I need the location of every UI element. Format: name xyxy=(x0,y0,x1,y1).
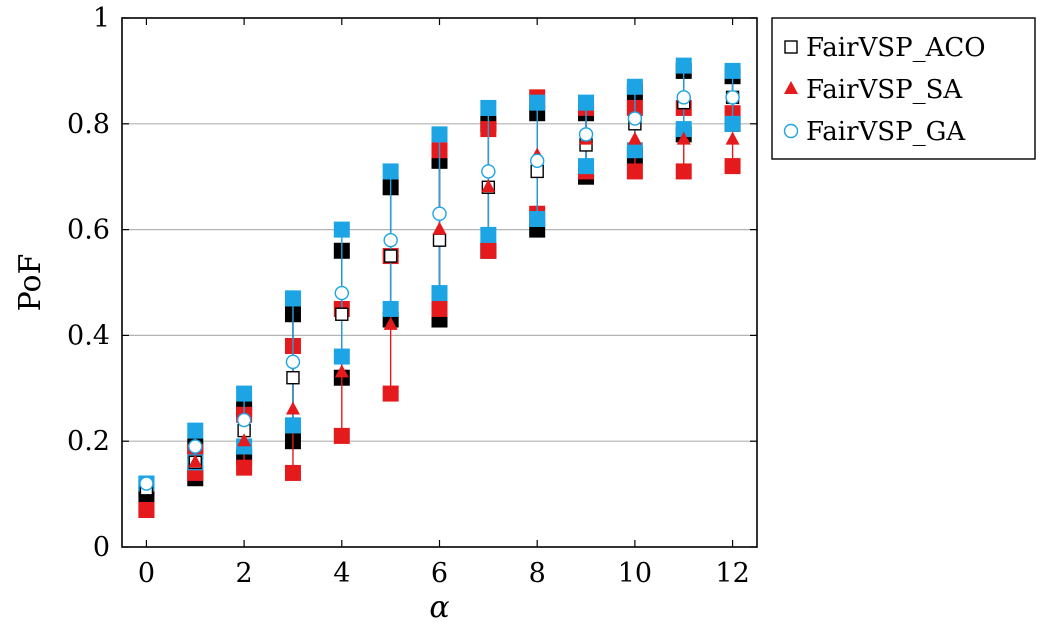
error-cap xyxy=(333,221,350,238)
x-tick-label: 12 xyxy=(715,558,749,589)
point-marker xyxy=(578,127,594,142)
point-marker xyxy=(285,401,300,415)
x-tick-label: 4 xyxy=(333,558,350,589)
error-cap xyxy=(626,163,643,180)
point-marker xyxy=(139,501,154,515)
error-cap xyxy=(675,121,692,138)
error-cap xyxy=(431,300,448,317)
error-cap xyxy=(431,126,448,143)
point-marker xyxy=(237,433,252,447)
point-marker xyxy=(188,439,203,454)
legend-box xyxy=(771,17,1036,160)
point-marker xyxy=(627,131,642,145)
error-cap xyxy=(382,163,399,180)
point-marker xyxy=(432,206,447,221)
point-marker xyxy=(725,131,740,145)
legend-label: FairVSP_GA xyxy=(806,117,966,147)
point-marker xyxy=(188,454,203,468)
point-marker xyxy=(481,179,496,193)
point-marker xyxy=(334,285,350,301)
point-marker xyxy=(481,164,496,179)
error-cap xyxy=(626,142,643,159)
legend: FairVSP_ACO FairVSP_SA FairVSP_GA xyxy=(771,17,1036,160)
x-tick-label: 2 xyxy=(236,558,253,589)
error-cap xyxy=(724,62,741,79)
point-marker xyxy=(432,221,447,235)
y-tick-label: 0.6 xyxy=(67,215,110,246)
error-cap xyxy=(284,290,301,307)
point-marker xyxy=(676,90,691,105)
point-marker xyxy=(139,476,154,491)
legend-label: FairVSP_ACO xyxy=(806,33,986,63)
x-axis-label: α xyxy=(429,590,449,625)
error-cap xyxy=(284,417,301,434)
error-cap xyxy=(529,211,546,228)
point-marker xyxy=(627,111,643,126)
x-tick-label: 8 xyxy=(529,558,546,589)
point-marker xyxy=(335,307,349,321)
legend-marker xyxy=(784,81,798,94)
error-cap xyxy=(724,115,741,132)
error-cap xyxy=(626,78,643,95)
point-marker xyxy=(383,232,398,248)
error-cap xyxy=(187,422,204,439)
point-marker xyxy=(236,412,252,428)
point-marker xyxy=(676,131,691,145)
error-cap xyxy=(578,158,595,175)
error-cap xyxy=(480,242,497,259)
point-marker xyxy=(285,354,301,370)
point-marker xyxy=(383,249,398,263)
point-marker xyxy=(529,153,545,169)
error-cap xyxy=(382,300,399,317)
error-cap xyxy=(333,348,350,365)
legend-label: FairVSP_SA xyxy=(806,75,963,105)
error-cap xyxy=(675,57,692,74)
error-cap xyxy=(675,163,692,180)
axis-ticks: 00.20.40.60.810 2 4 6 8 10 12 xyxy=(67,3,757,589)
y-tick-label: 0.2 xyxy=(67,426,110,457)
point-marker xyxy=(725,90,740,105)
error-cap xyxy=(529,94,546,111)
error-cap xyxy=(236,385,253,402)
error-cap xyxy=(480,226,497,243)
error-cap xyxy=(333,427,350,444)
error-cap xyxy=(431,285,448,302)
legend-marker xyxy=(784,40,798,54)
point-marker xyxy=(432,233,447,247)
error-cap xyxy=(724,158,741,175)
point-marker xyxy=(383,316,398,330)
y-axis-label: PoF xyxy=(13,254,48,312)
y-tick-label: 1 xyxy=(93,3,110,34)
point-marker xyxy=(334,364,349,378)
y-tick-label: 0.8 xyxy=(67,109,110,140)
point-marker xyxy=(286,371,300,385)
error-cap xyxy=(578,94,595,111)
x-tick-label: 6 xyxy=(431,558,448,589)
error-bars xyxy=(138,57,741,518)
x-tick-label: 10 xyxy=(618,558,652,589)
y-tick-label: 0 xyxy=(93,532,110,563)
error-cap xyxy=(480,99,497,116)
y-tick-label: 0.4 xyxy=(67,320,110,351)
x-tick-label: 0 xyxy=(138,558,155,589)
legend-marker xyxy=(783,123,799,139)
error-cap xyxy=(382,385,399,402)
data-markers xyxy=(139,90,740,515)
error-cap xyxy=(236,459,253,476)
error-cap xyxy=(284,464,301,481)
